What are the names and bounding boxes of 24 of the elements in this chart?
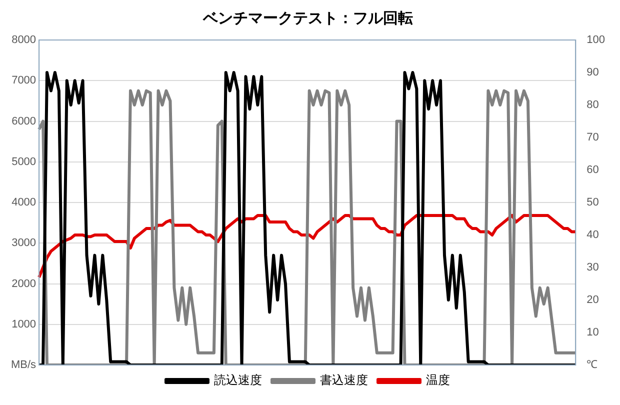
y-tick-label: 4000 bbox=[12, 196, 36, 209]
legend-label: 温度 bbox=[426, 373, 450, 388]
y2-tick-label: 60 bbox=[586, 164, 599, 176]
chart-title: ベンチマークテスト：フル回転 bbox=[202, 8, 413, 27]
y2-tick-label: 50 bbox=[586, 196, 599, 209]
y-tick-label: MB/s bbox=[10, 359, 37, 372]
y-tick-label: 1000 bbox=[12, 318, 36, 330]
y2-tick-label: 10 bbox=[586, 326, 599, 339]
legend-label: 読込速度 bbox=[214, 373, 262, 388]
y2-tick-label: 80 bbox=[586, 99, 599, 112]
y-tick-label: 2000 bbox=[12, 278, 36, 290]
y-tick-label: 3000 bbox=[12, 237, 36, 250]
y2-tick-label: 30 bbox=[586, 262, 599, 274]
y-tick-label: 6000 bbox=[12, 115, 36, 128]
y2-tick-label: 40 bbox=[586, 229, 599, 242]
y2-tick-label: 90 bbox=[586, 66, 599, 79]
y-tick-label: 7000 bbox=[12, 74, 36, 87]
y-tick-label: 5000 bbox=[12, 156, 36, 168]
y2-tick-label: 70 bbox=[586, 132, 599, 144]
y-tick-label: 8000 bbox=[12, 34, 36, 46]
y2-tick-label: 20 bbox=[586, 294, 599, 306]
y2-tick-label: ℃ bbox=[586, 359, 598, 372]
legend-label: 書込速度 bbox=[320, 373, 368, 388]
y2-tick-label: 100 bbox=[586, 34, 606, 46]
